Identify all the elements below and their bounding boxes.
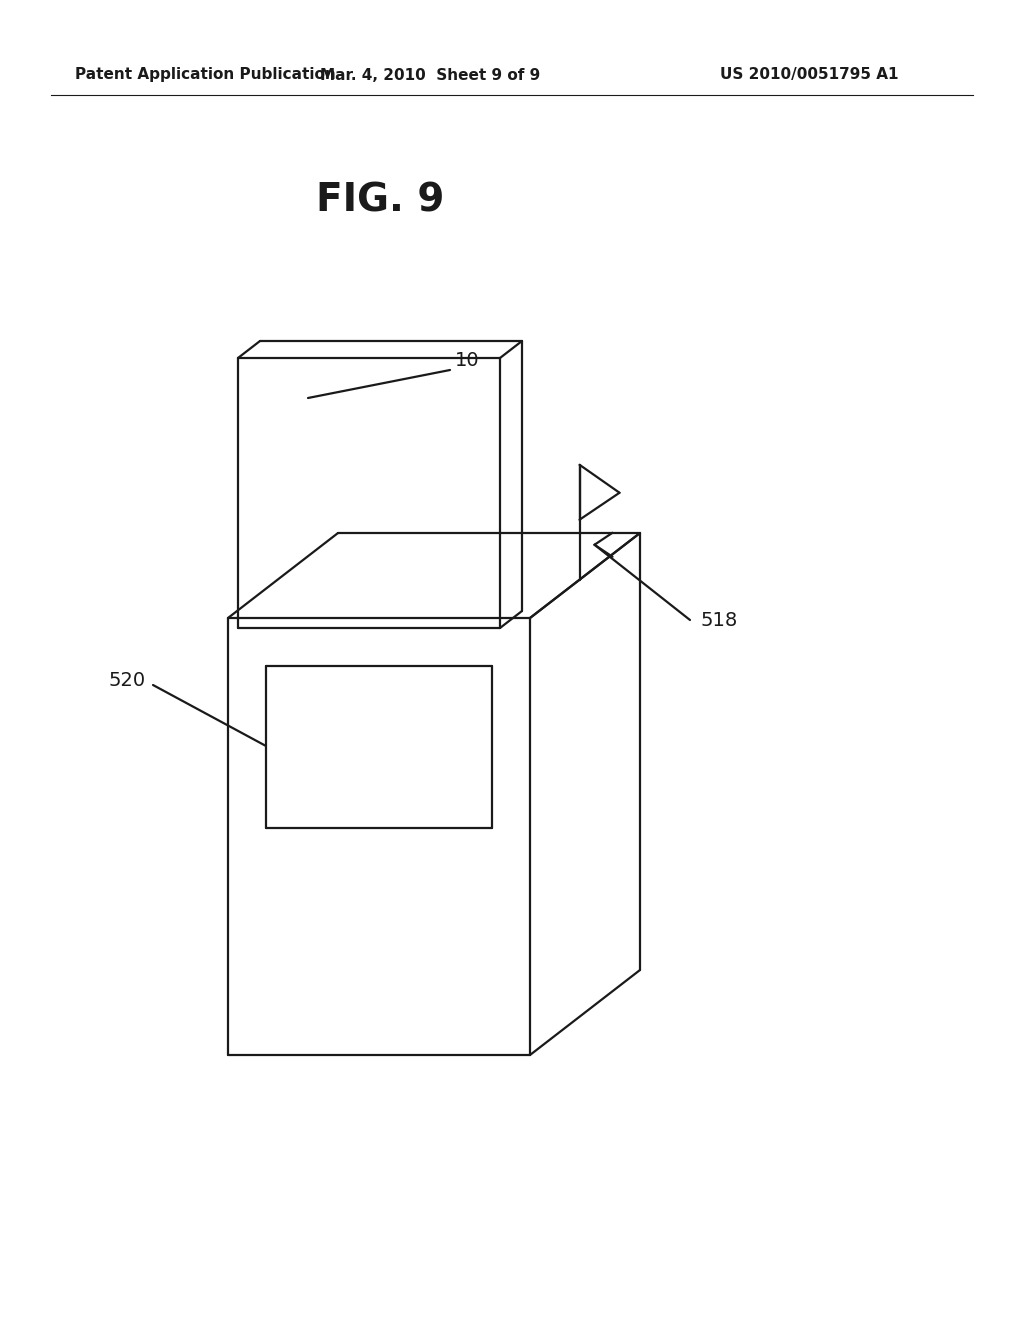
Text: US 2010/0051795 A1: US 2010/0051795 A1 [720,67,898,82]
Text: Mar. 4, 2010  Sheet 9 of 9: Mar. 4, 2010 Sheet 9 of 9 [319,67,540,82]
Text: Patent Application Publication: Patent Application Publication [75,67,336,82]
Text: 10: 10 [455,351,479,370]
Text: FIG. 9: FIG. 9 [315,181,444,219]
Text: 518: 518 [700,610,737,630]
Text: 520: 520 [108,671,145,689]
